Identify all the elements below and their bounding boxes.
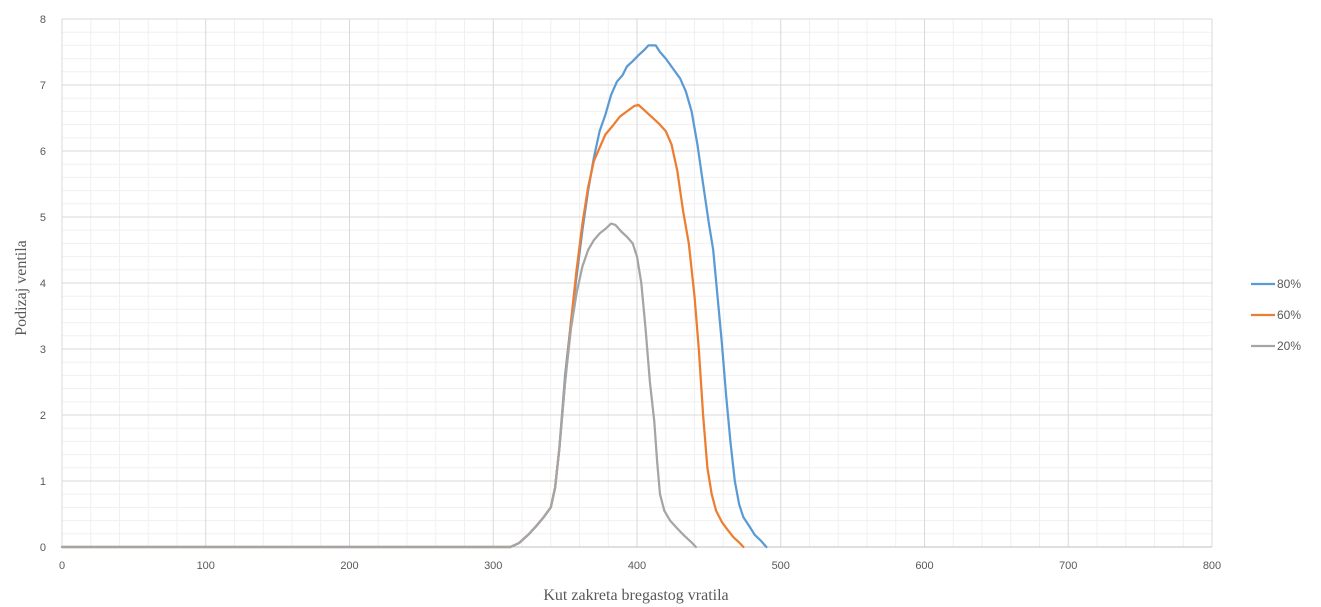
x-tick-label: 100 xyxy=(197,560,215,572)
series-lines xyxy=(60,44,768,549)
y-tick-label: 4 xyxy=(40,278,46,290)
legend: 80% 60% 20% xyxy=(1251,277,1301,353)
x-tick-label: 300 xyxy=(484,560,502,572)
x-tick-label: 600 xyxy=(915,560,933,572)
legend-label: 20% xyxy=(1277,339,1301,353)
x-tick-label: 200 xyxy=(340,560,358,572)
x-tick-label: 0 xyxy=(59,560,65,572)
y-axis-title: Podizaj ventila xyxy=(13,240,30,336)
y-tick-label: 6 xyxy=(40,146,46,158)
x-tick-label: 800 xyxy=(1203,560,1221,572)
y-tick-label: 2 xyxy=(40,410,46,422)
y-tick-label: 8 xyxy=(40,14,46,26)
legend-label: 60% xyxy=(1277,308,1301,322)
y-tick-label: 0 xyxy=(40,542,46,554)
y-tick-label: 3 xyxy=(40,344,46,356)
y-tick-label: 7 xyxy=(40,80,46,92)
y-tick-labels: 0 1 2 3 4 5 6 7 8 xyxy=(40,14,46,554)
y-tick-label: 5 xyxy=(40,212,46,224)
x-tick-labels: 0 100 200 300 400 500 600 700 800 xyxy=(59,560,1221,572)
y-tick-label: 1 xyxy=(40,476,46,488)
legend-label: 80% xyxy=(1277,277,1301,291)
series-line-20pct xyxy=(60,222,698,549)
x-tick-label: 500 xyxy=(772,560,790,572)
x-axis-title: Kut zakreta bregastog vratila xyxy=(543,587,728,604)
x-tick-label: 700 xyxy=(1059,560,1077,572)
major-gridlines xyxy=(62,18,1213,547)
x-tick-label: 400 xyxy=(628,560,646,572)
